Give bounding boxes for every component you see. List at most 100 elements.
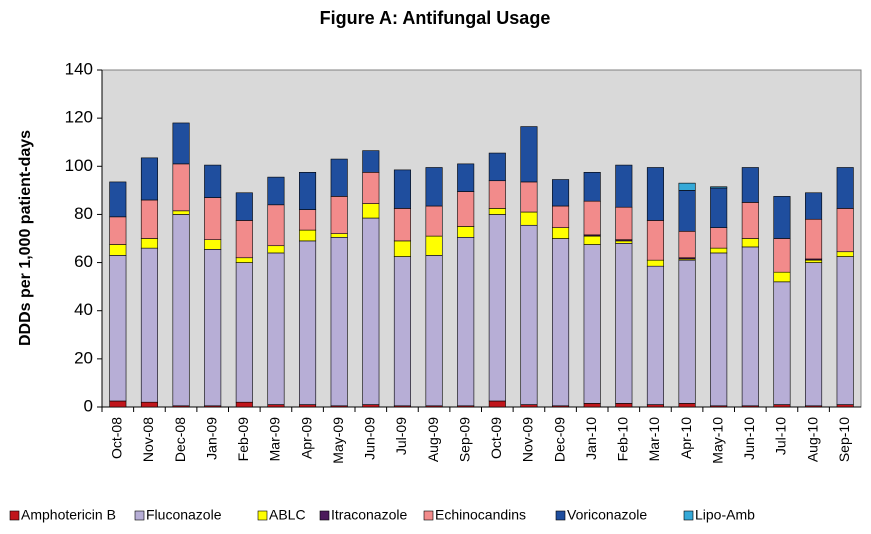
bar-segment [520, 224, 538, 405]
bar-segment [488, 208, 506, 215]
bar-segment [646, 404, 664, 408]
bar-segment [299, 172, 317, 210]
legend-label: Voriconazole [567, 507, 647, 523]
bar-segment [235, 192, 253, 221]
bar-segment [140, 157, 158, 201]
y-tick-label: 0 [84, 396, 93, 415]
bar-segment [836, 256, 854, 405]
x-tick-label: May-09 [330, 417, 346, 464]
bar-segment [172, 122, 190, 165]
bar-segment [710, 252, 728, 407]
bar-segment [836, 251, 854, 257]
bar-segment [583, 200, 601, 236]
bar-segment [235, 257, 253, 263]
bar-segment [267, 204, 285, 247]
bar-segment [646, 265, 664, 405]
bar-segment [615, 164, 633, 208]
legend-label: Lipo-Amb [695, 507, 755, 523]
bar-segment [172, 163, 190, 212]
bar-segment [710, 186, 728, 189]
x-tick-label: May-10 [709, 417, 725, 464]
legend-swatch [555, 510, 566, 521]
bar-segment [710, 247, 728, 254]
y-tick-label: 140 [65, 59, 93, 78]
x-tick-label: Aug-09 [425, 417, 441, 462]
bar-segment [362, 217, 380, 405]
plot-area [101, 69, 862, 408]
bar-segment [362, 404, 380, 408]
bar-segment [741, 202, 759, 239]
bar-segment [204, 197, 222, 241]
bar-segment [488, 214, 506, 402]
bar-segment [109, 181, 127, 218]
bar-segment [773, 281, 791, 405]
x-tick-label: Jul-09 [393, 417, 409, 455]
bar-segment [488, 180, 506, 209]
bar-segment [393, 208, 411, 242]
x-tick-label: Aug-10 [804, 417, 820, 462]
x-tick-label: Jun-10 [741, 417, 757, 460]
bar-segment [457, 226, 475, 238]
bar-segment [204, 249, 222, 407]
bar-segment [488, 152, 506, 182]
bar-segment [140, 247, 158, 403]
x-tick-label: Feb-09 [235, 417, 251, 462]
bar-segment [552, 205, 570, 228]
bar-segment [552, 179, 570, 207]
bar-segment [741, 238, 759, 248]
bar-segment [805, 218, 823, 260]
x-tick-label: Feb-10 [615, 417, 631, 462]
bar-segment [488, 400, 506, 408]
legend-label: ABLC [269, 507, 306, 523]
bar-segment [805, 192, 823, 220]
bar-segment [109, 255, 127, 402]
bar-segment [425, 167, 443, 207]
bar-segment [741, 246, 759, 407]
x-tick-label: Jun-09 [362, 417, 378, 460]
bar-segment [678, 230, 696, 259]
bar-segment [299, 404, 317, 408]
x-tick-label: Sep-10 [836, 417, 852, 462]
bar-segment [362, 203, 380, 219]
bar-segment [646, 220, 664, 261]
legend-label: Fluconazole [146, 507, 222, 523]
legend-swatch [9, 510, 20, 521]
x-tick-label: Nov-08 [140, 417, 156, 462]
bar-segment [552, 227, 570, 239]
bar-segment [109, 400, 127, 408]
bar-segment [140, 199, 158, 239]
bar-segment [615, 403, 633, 408]
y-tick-label: 60 [74, 252, 93, 271]
bar-segment [805, 259, 823, 263]
y-tick-label: 120 [65, 108, 93, 127]
bar-segment [520, 181, 538, 213]
bar-segment [773, 271, 791, 283]
bar-segment [520, 211, 538, 226]
x-tick-label: Jul-10 [773, 417, 789, 455]
legend-swatch [257, 510, 268, 521]
bar-segment [836, 167, 854, 209]
x-tick-label: Mar-09 [267, 417, 283, 462]
legend-swatch [134, 510, 145, 521]
legend-swatch [423, 510, 434, 521]
bar-segment [172, 214, 190, 407]
x-tick-label: Jan-09 [203, 417, 219, 460]
x-tick-label: Mar-10 [646, 417, 662, 462]
bar-segment [836, 404, 854, 408]
bar-segment [583, 235, 601, 245]
bar-segment [235, 220, 253, 259]
bar-segment [267, 252, 285, 405]
bar-segment [393, 169, 411, 209]
bar-segment [678, 403, 696, 408]
legend-label: Echinocandins [435, 507, 526, 523]
bar-segment [615, 206, 633, 241]
bar-segment [836, 208, 854, 253]
bar-segment [741, 167, 759, 203]
y-tick-label: 40 [74, 300, 93, 319]
bar-segment [805, 262, 823, 407]
bar-segment [457, 236, 475, 407]
bar-segment [520, 404, 538, 408]
bar-segment [299, 240, 317, 405]
bar-segment [267, 404, 285, 408]
